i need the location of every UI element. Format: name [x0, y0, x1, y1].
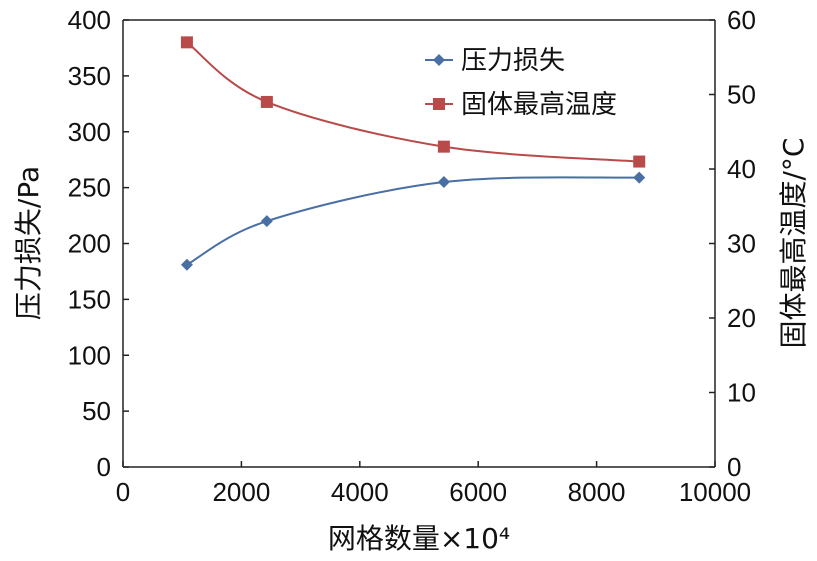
left-tick-label: 0 [97, 452, 111, 482]
right-tick-label: 40 [727, 154, 756, 184]
series-layer [180, 36, 646, 271]
x-tick-label: 4000 [331, 477, 389, 507]
series-1 [180, 171, 646, 271]
right-tick-label: 60 [727, 5, 756, 35]
legend-swatch-marker [433, 54, 445, 66]
x-axis-label: 网格数量×10⁴ [328, 522, 510, 555]
left-axis-ticks: 0 50 100 150 200 250 300 350 400 [68, 5, 129, 482]
x-tick-label: 0 [116, 477, 130, 507]
x-tick-label: 10000 [679, 477, 751, 507]
series-2 [180, 36, 646, 168]
right-axis-ticks: 0 10 20 30 40 50 60 [709, 5, 756, 482]
x-tick-label: 8000 [568, 477, 626, 507]
legend-swatch-marker [433, 98, 445, 110]
left-tick-label: 250 [68, 173, 111, 203]
plot-area [122, 19, 716, 468]
series-line [186, 176, 640, 266]
x-axis-ticks: 0 2000 4000 6000 8000 10000 [116, 461, 751, 507]
right-tick-label: 50 [727, 80, 756, 110]
data-point [437, 176, 450, 189]
data-point [633, 155, 646, 168]
left-axis-label: 压力损失/Pa [12, 166, 45, 320]
left-tick-label: 200 [68, 229, 111, 259]
data-point [180, 36, 193, 49]
right-axis-label: 固体最高温度/°C [777, 138, 810, 349]
left-tick-label: 300 [68, 117, 111, 147]
legend-label: 压力损失 [461, 46, 565, 76]
series-line [186, 41, 640, 163]
right-tick-label: 30 [727, 229, 756, 259]
data-point [260, 95, 273, 108]
left-tick-label: 400 [68, 5, 111, 35]
left-tick-label: 100 [68, 340, 111, 370]
right-tick-label: 0 [727, 452, 741, 482]
right-tick-label: 10 [727, 378, 756, 408]
data-point [633, 171, 646, 184]
data-point [260, 215, 273, 228]
left-tick-label: 150 [68, 284, 111, 314]
left-tick-label: 50 [82, 396, 111, 426]
left-tick-label: 350 [68, 61, 111, 91]
legend-label: 固体最高温度 [461, 90, 617, 120]
x-tick-label: 6000 [449, 477, 507, 507]
data-point [437, 140, 450, 153]
right-tick-label: 20 [727, 303, 756, 333]
data-point [180, 258, 193, 271]
x-tick-label: 2000 [212, 477, 270, 507]
